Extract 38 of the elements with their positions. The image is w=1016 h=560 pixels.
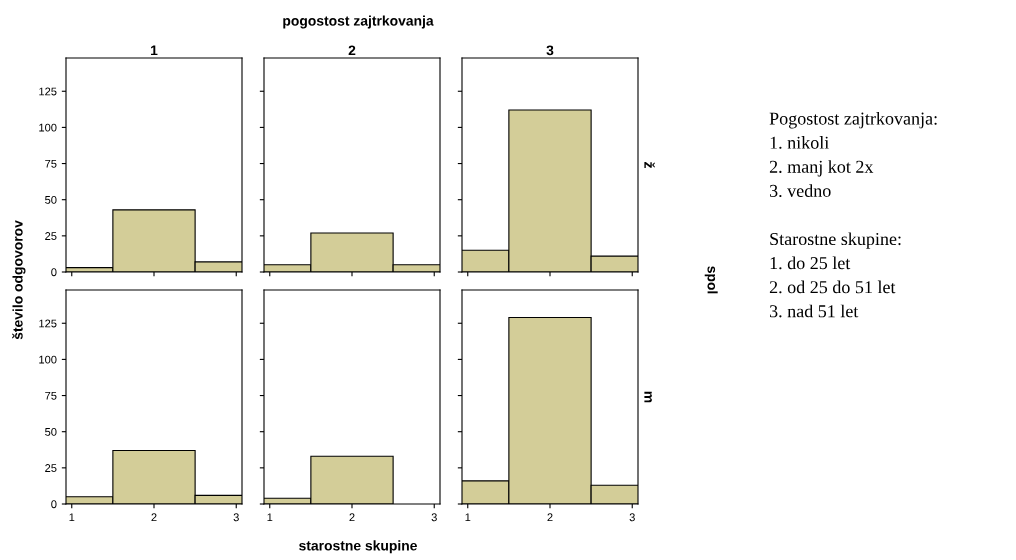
x-axis-title: starostne skupine [299,540,417,554]
y-tick-label: 0 [51,268,57,277]
text: 2. manj kot 2x [769,160,874,177]
chart-title: 2 [348,45,356,56]
text: 3. nad 51 let [769,304,859,318]
text: Pogostost zajtrkovanja: [769,112,937,129]
x-tick-label: 3 [629,513,635,522]
x-tick-label: 3 [431,513,437,522]
chart-title: 1 [151,45,158,56]
y-tick-label: 25 [45,464,57,472]
text: Starostne skupine: [770,232,901,249]
text: 1. do 25 let [770,256,851,270]
x-tick-label: 1 [69,513,75,522]
x-tick-label: 2 [349,513,355,522]
text: pogostost zajtrkovanja [283,15,434,29]
text: m [644,391,652,403]
text: 1. nikoli [770,136,829,149]
y-tick-label: 50 [45,195,57,204]
y-tick-label: 75 [45,159,57,168]
text: ž [644,162,655,168]
y-tick-label: 125 [39,87,57,96]
x-tick-label: 1 [267,513,273,522]
y-tick-label: 50 [45,427,57,436]
y-tick-label: 125 [39,319,57,328]
x-tick-label: 2 [151,513,157,522]
x-tick-label: 3 [233,513,239,522]
y-tick-label: 25 [45,232,57,240]
x-tick-label: 2 [547,513,553,522]
chart-title: 3 [546,45,554,56]
x-tick-label: 1 [465,513,471,522]
y-tick-label: 100 [39,355,57,364]
y-tick-label: 75 [45,391,57,400]
y-axis-title: število odgovorov [12,220,26,340]
y-tick-label: 100 [39,123,57,132]
y-tick-label: 0 [51,500,57,509]
y2-axis-title: spol [704,266,718,294]
text: 2. od 25 do 51 let [769,280,896,294]
text: 3. vedno [769,184,831,198]
